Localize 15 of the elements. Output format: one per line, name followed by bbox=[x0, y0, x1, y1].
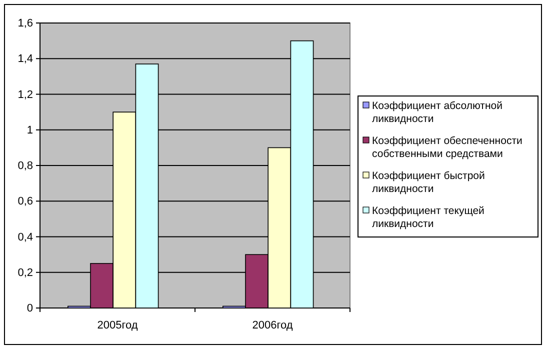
y-tick-label: 0,8 bbox=[18, 160, 33, 172]
y-tick-label: 0 bbox=[26, 302, 33, 315]
legend-label: Коэффициент быстрой ликвидности bbox=[372, 170, 485, 195]
legend-label: Коэффициент обеспеченности собственными средствами bbox=[372, 135, 523, 160]
y-tick-label: 0,6 bbox=[18, 196, 33, 208]
y-tick-label: 0,2 bbox=[18, 266, 33, 279]
y-tick-label: 1,4 bbox=[18, 53, 33, 66]
y-tick-label: 1,2 bbox=[18, 88, 33, 101]
x-tick-label: 2006год bbox=[252, 320, 294, 332]
x-tick-label: 2005год bbox=[97, 320, 138, 332]
y-tick-label: 0,4 bbox=[18, 231, 33, 244]
y-tick-label: 1 bbox=[26, 124, 33, 136]
y-tick-label: 1,6 bbox=[18, 18, 33, 30]
legend-label: Коэффициент текущей ликвидности bbox=[372, 205, 485, 230]
legend-label: Коэффициент абсолютной ликвидности bbox=[372, 100, 503, 125]
